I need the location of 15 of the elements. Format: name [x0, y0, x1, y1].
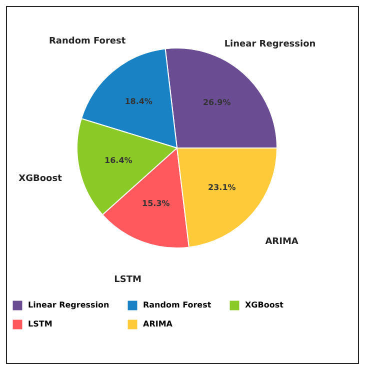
legend-label: Linear Regression [28, 300, 110, 310]
slice-label: Random Forest [48, 36, 126, 46]
data-label: 23.1% [208, 182, 236, 192]
legend-label: XGBoost [245, 300, 284, 310]
category-label: LSTM [114, 275, 142, 286]
legend-label: LSTM [28, 320, 52, 328]
slice-label: ARIMA [265, 236, 298, 247]
data-label: 18.4% [124, 96, 152, 106]
data-label: 16.4% [104, 156, 132, 165]
data-label: 26.9% [202, 98, 231, 108]
legend-label: Random Forest [143, 300, 212, 310]
legend-label: ARIMA [143, 320, 174, 328]
slice-label: XGBoost [18, 174, 63, 184]
data-label: 15.3% [142, 199, 170, 208]
slice-label: Linear Regression [224, 39, 316, 50]
